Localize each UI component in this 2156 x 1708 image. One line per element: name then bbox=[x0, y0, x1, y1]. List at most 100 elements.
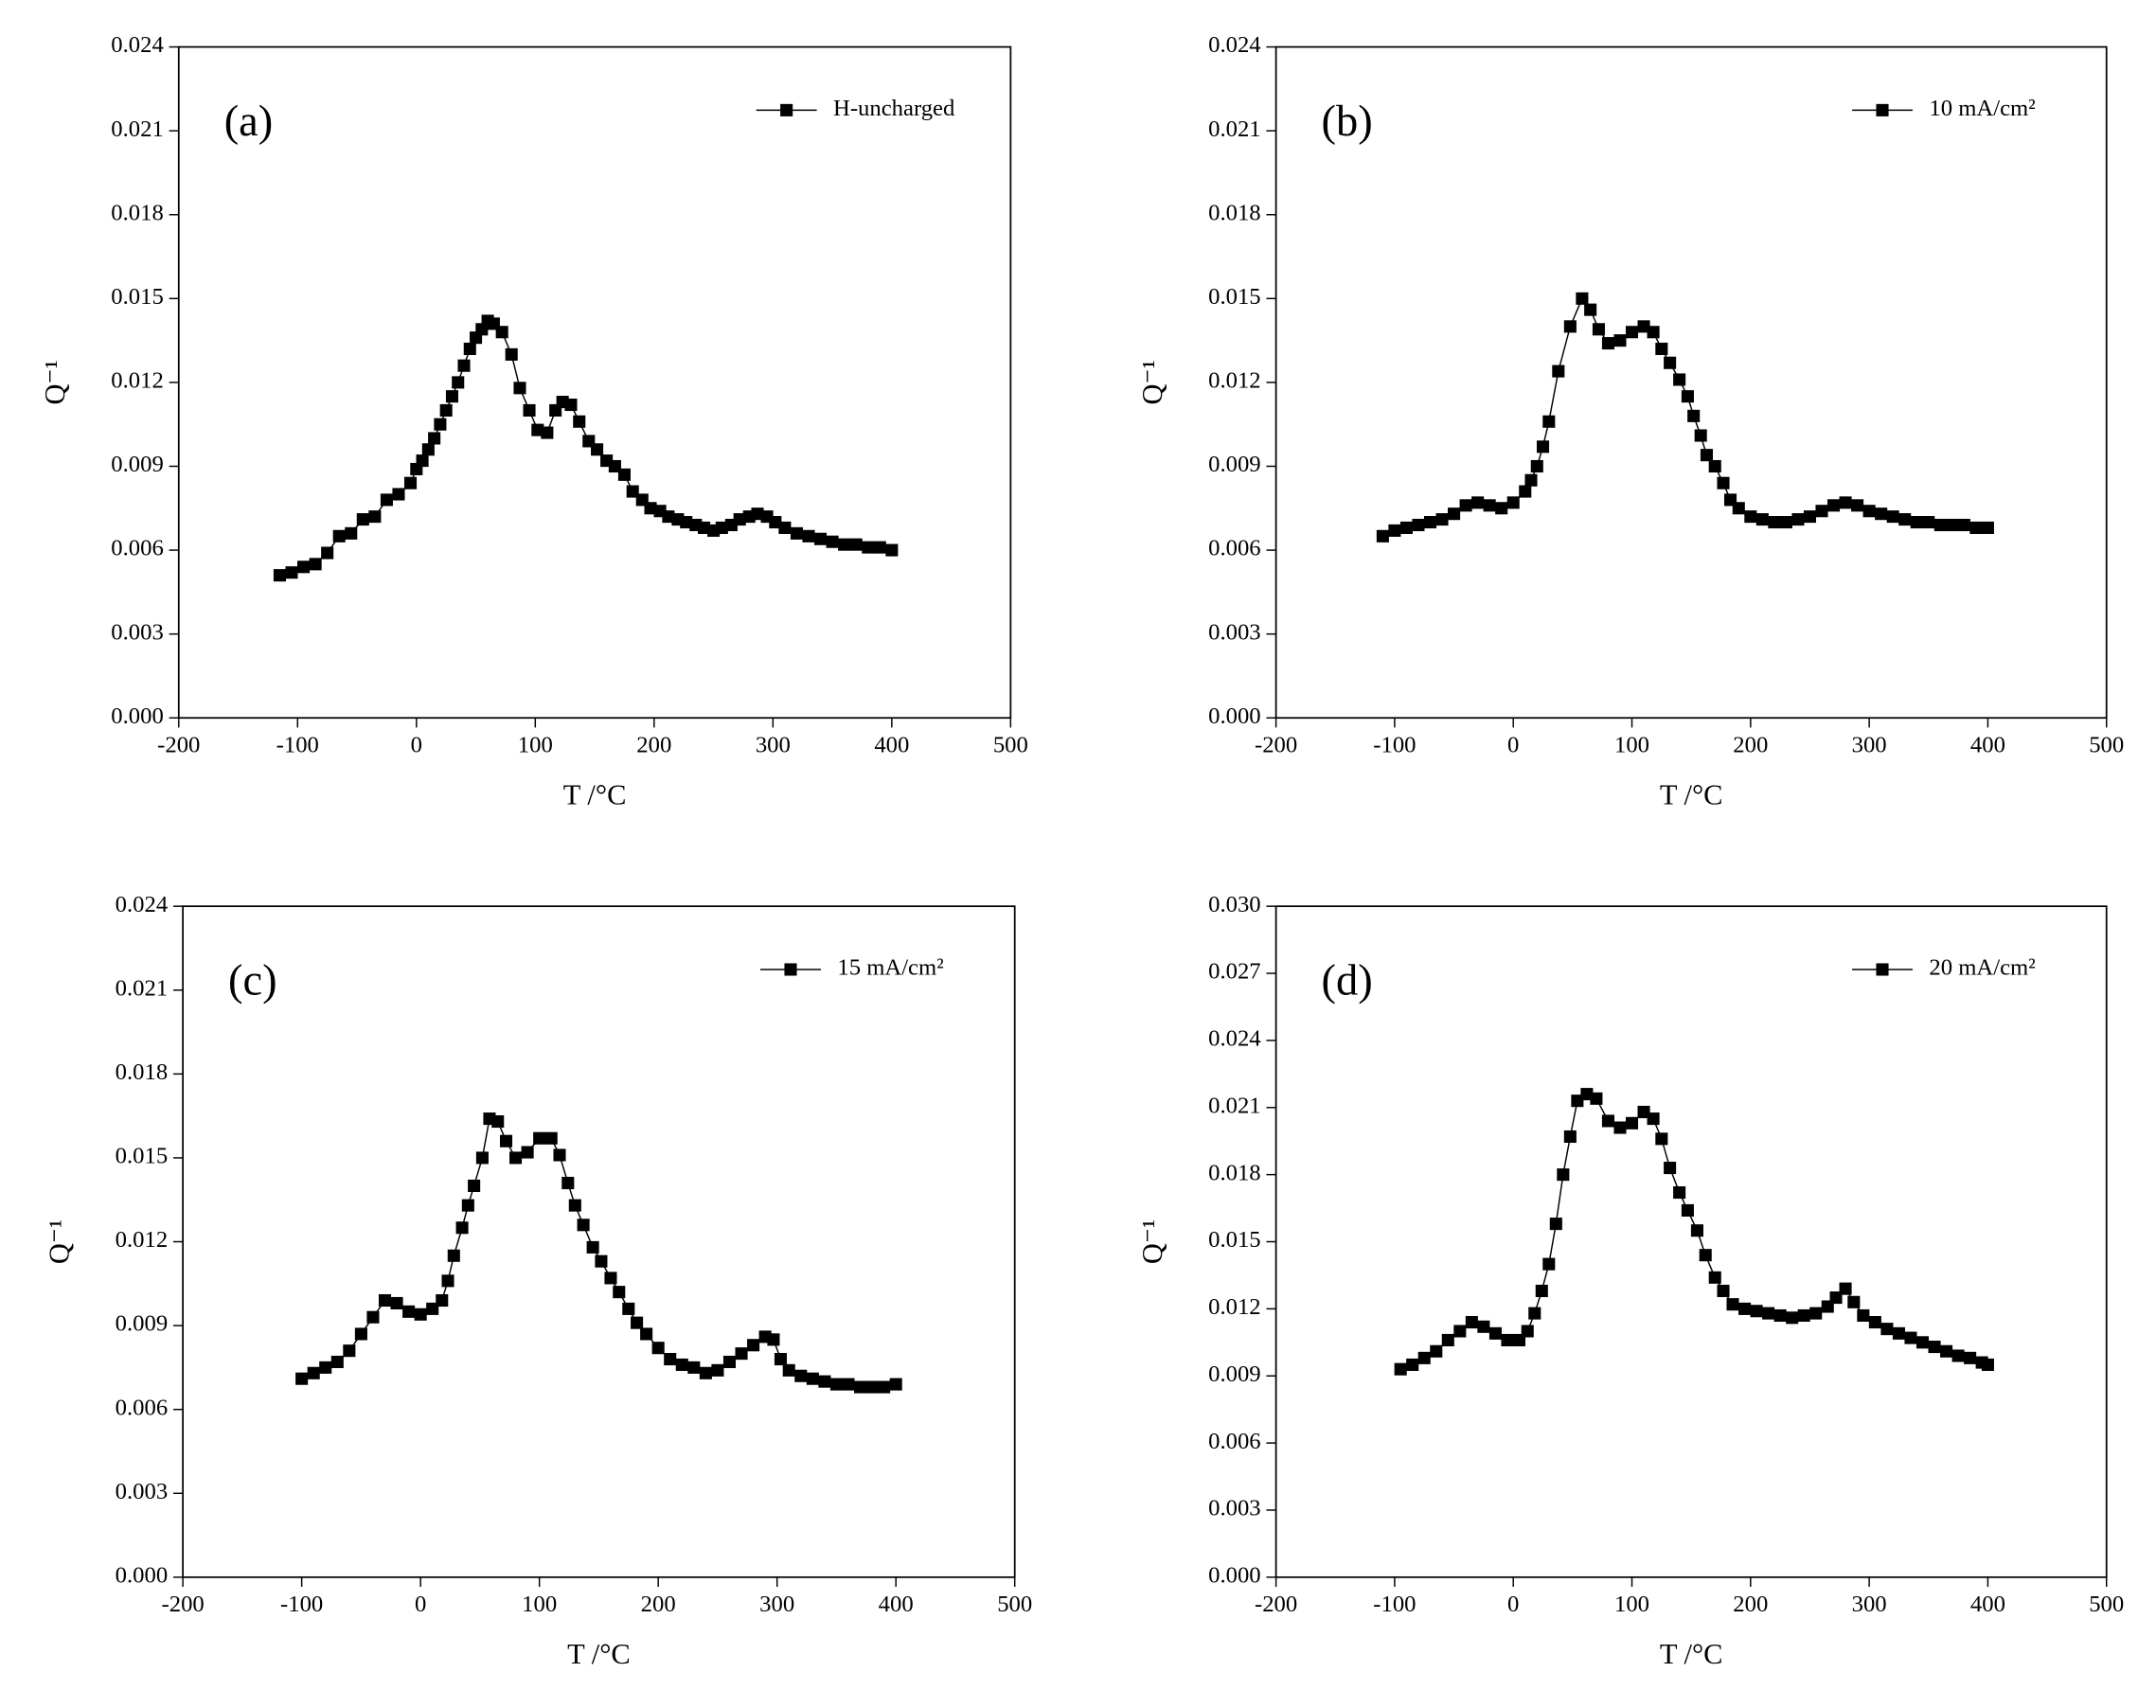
marker bbox=[608, 459, 621, 473]
marker bbox=[463, 342, 476, 356]
y-axis-label: Q⁻¹ bbox=[39, 360, 71, 404]
marker bbox=[416, 454, 429, 468]
marker bbox=[1542, 1257, 1556, 1271]
marker bbox=[1868, 1316, 1881, 1329]
marker bbox=[778, 521, 792, 534]
legend-marker bbox=[784, 963, 797, 976]
marker bbox=[1435, 513, 1449, 526]
marker bbox=[873, 541, 886, 554]
marker bbox=[1506, 496, 1520, 509]
x-tick-label: 0 bbox=[411, 732, 422, 757]
x-tick-label: 200 bbox=[1733, 1592, 1768, 1617]
marker bbox=[531, 423, 544, 436]
x-tick-label: -100 bbox=[280, 1592, 323, 1617]
y-tick-label: 0.009 bbox=[1208, 452, 1261, 477]
marker bbox=[402, 1305, 416, 1318]
marker bbox=[1829, 1291, 1843, 1305]
legend-label: H-uncharged bbox=[833, 96, 955, 121]
x-tick-label: 400 bbox=[874, 732, 909, 757]
marker bbox=[838, 538, 851, 551]
marker bbox=[1681, 1203, 1694, 1217]
marker bbox=[1495, 502, 1508, 515]
marker bbox=[1601, 1114, 1614, 1128]
marker bbox=[1613, 1121, 1627, 1134]
marker bbox=[697, 521, 711, 534]
marker bbox=[747, 1339, 760, 1352]
marker bbox=[1809, 1307, 1823, 1320]
y-tick-label: 0.024 bbox=[1208, 1026, 1261, 1052]
marker bbox=[577, 1219, 590, 1232]
marker bbox=[1673, 373, 1686, 386]
legend-marker bbox=[1876, 103, 1889, 116]
marker bbox=[680, 516, 693, 529]
marker bbox=[699, 1366, 712, 1379]
marker bbox=[1779, 516, 1792, 529]
legend-label: 10 mA/cm² bbox=[1929, 96, 2035, 121]
marker bbox=[802, 529, 815, 543]
marker bbox=[617, 468, 631, 481]
plot-frame bbox=[177, 45, 1012, 720]
marker bbox=[1528, 1307, 1541, 1320]
marker bbox=[1951, 1349, 1965, 1362]
marker bbox=[640, 1327, 653, 1341]
marker bbox=[604, 1272, 617, 1285]
y-tick-label: 0.018 bbox=[1208, 1160, 1261, 1185]
y-tick-label: 0.015 bbox=[1208, 284, 1261, 310]
marker bbox=[509, 1151, 523, 1165]
marker bbox=[1839, 1282, 1852, 1295]
marker bbox=[319, 1361, 332, 1374]
subplot: -200 -100 0 100 200 300 400 500 0.000 0.003 0.006 0… bbox=[39, 32, 1028, 810]
marker bbox=[1791, 513, 1805, 526]
marker bbox=[1815, 505, 1828, 518]
marker bbox=[622, 1302, 635, 1315]
marker bbox=[447, 1249, 460, 1262]
marker bbox=[626, 485, 639, 498]
marker bbox=[613, 1286, 626, 1299]
marker bbox=[1399, 521, 1413, 534]
marker bbox=[1898, 513, 1912, 526]
marker bbox=[722, 1355, 737, 1369]
marker bbox=[439, 403, 453, 417]
marker bbox=[356, 513, 369, 526]
marker bbox=[1394, 1362, 1407, 1376]
marker bbox=[1717, 1284, 1730, 1298]
marker bbox=[1590, 1092, 1603, 1105]
marker bbox=[1637, 1105, 1650, 1119]
y-axis-label: Q⁻¹ bbox=[43, 1219, 75, 1264]
marker bbox=[343, 1344, 356, 1358]
marker bbox=[1681, 390, 1694, 403]
marker bbox=[1940, 1344, 1953, 1358]
marker bbox=[865, 1380, 879, 1394]
marker bbox=[885, 543, 899, 557]
y-tick-label: 0.027 bbox=[1208, 959, 1261, 985]
marker bbox=[711, 1363, 724, 1377]
marker bbox=[1412, 518, 1425, 532]
marker bbox=[273, 569, 286, 582]
marker bbox=[1376, 529, 1389, 543]
legend-marker bbox=[1876, 963, 1889, 976]
marker bbox=[774, 1352, 787, 1366]
marker bbox=[794, 1369, 808, 1382]
marker bbox=[1664, 1162, 1677, 1175]
marker bbox=[1933, 518, 1947, 532]
marker bbox=[1857, 1308, 1870, 1322]
marker bbox=[829, 1378, 843, 1391]
marker bbox=[1969, 521, 1983, 534]
marker bbox=[1673, 1186, 1686, 1200]
y-axis-label: Q⁻¹ bbox=[1136, 360, 1168, 404]
marker bbox=[1465, 1316, 1478, 1329]
marker bbox=[586, 1240, 599, 1254]
marker bbox=[1768, 516, 1781, 529]
marker bbox=[414, 1308, 427, 1321]
marker bbox=[595, 1254, 608, 1268]
marker bbox=[1910, 516, 1923, 529]
marker bbox=[1584, 303, 1597, 316]
y-tick-label: 0.030 bbox=[1208, 892, 1261, 917]
panel-label: (d) bbox=[1322, 957, 1373, 1005]
y-tick-label: 0.024 bbox=[116, 892, 169, 917]
marker bbox=[1637, 320, 1650, 333]
x-tick-label: 400 bbox=[1970, 1592, 2005, 1617]
marker bbox=[390, 1296, 403, 1310]
marker bbox=[1441, 1333, 1454, 1346]
